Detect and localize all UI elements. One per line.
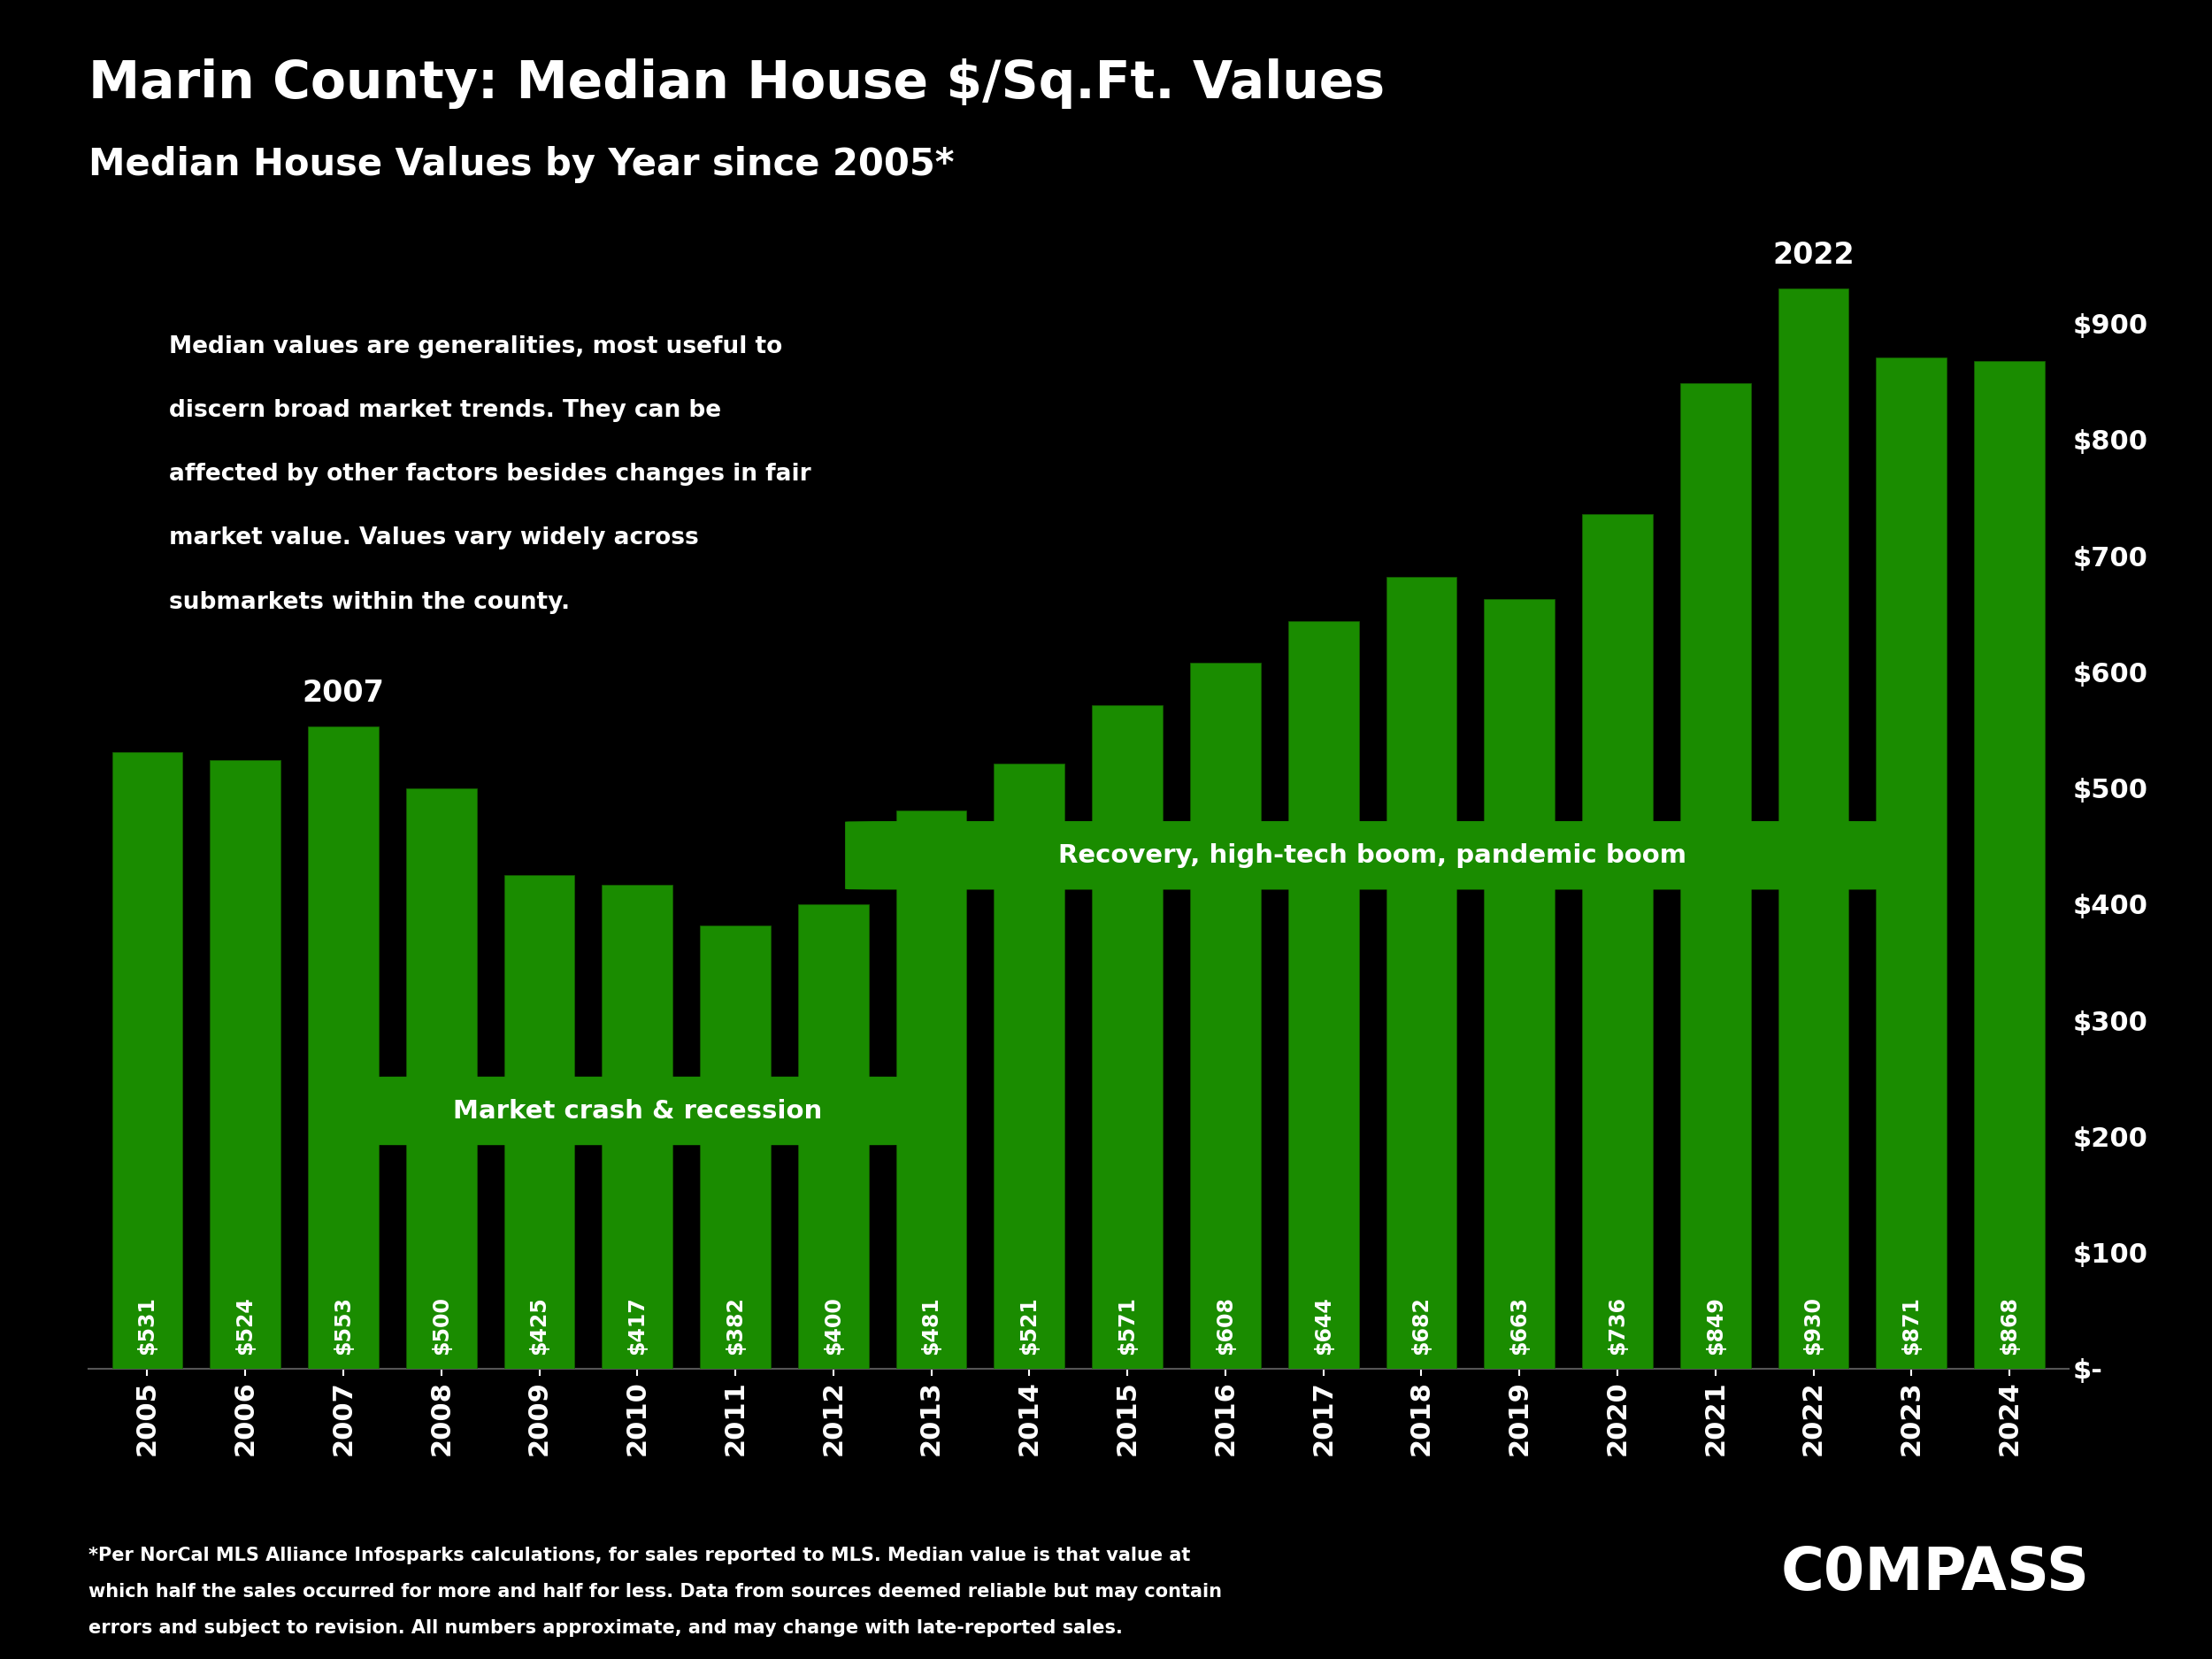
Text: Median values are generalities, most useful to: Median values are generalities, most use… bbox=[168, 335, 783, 358]
Bar bbox=[1093, 705, 1164, 1369]
FancyBboxPatch shape bbox=[356, 1077, 920, 1145]
Text: 2022: 2022 bbox=[1772, 241, 1854, 270]
Text: $481: $481 bbox=[920, 1297, 942, 1355]
Bar bbox=[993, 763, 1064, 1369]
Text: errors and subject to revision. All numbers approximate, and may change with lat: errors and subject to revision. All numb… bbox=[88, 1619, 1124, 1637]
Text: $849: $849 bbox=[1705, 1296, 1725, 1355]
Bar bbox=[1190, 662, 1261, 1369]
Text: $571: $571 bbox=[1117, 1296, 1137, 1355]
Text: $500: $500 bbox=[431, 1296, 451, 1355]
Bar bbox=[1484, 599, 1555, 1369]
Text: $425: $425 bbox=[529, 1297, 551, 1355]
Text: $521: $521 bbox=[1020, 1297, 1040, 1355]
Text: $644: $644 bbox=[1312, 1297, 1334, 1355]
Text: $871: $871 bbox=[1900, 1296, 1922, 1355]
FancyBboxPatch shape bbox=[845, 821, 1900, 889]
Text: $531: $531 bbox=[137, 1296, 157, 1355]
Text: 2007: 2007 bbox=[303, 679, 385, 708]
Text: affected by other factors besides changes in fair: affected by other factors besides change… bbox=[168, 463, 812, 486]
Text: $417: $417 bbox=[626, 1297, 648, 1355]
Bar bbox=[1387, 577, 1458, 1369]
Text: Marin County: Median House $/Sq.Ft. Values: Marin County: Median House $/Sq.Ft. Valu… bbox=[88, 58, 1385, 108]
Text: $663: $663 bbox=[1509, 1296, 1531, 1355]
Text: discern broad market trends. They can be: discern broad market trends. They can be bbox=[168, 398, 721, 421]
Bar bbox=[1778, 289, 1849, 1369]
Bar bbox=[1582, 514, 1652, 1369]
Bar bbox=[799, 904, 869, 1369]
Bar bbox=[1681, 383, 1750, 1369]
Text: $682: $682 bbox=[1411, 1296, 1431, 1355]
Text: Median House Values by Year since 2005*: Median House Values by Year since 2005* bbox=[88, 146, 953, 182]
Bar bbox=[307, 727, 378, 1369]
Bar bbox=[602, 884, 672, 1369]
Bar bbox=[1287, 620, 1358, 1369]
Text: $524: $524 bbox=[234, 1297, 257, 1355]
Text: submarkets within the county.: submarkets within the county. bbox=[168, 591, 571, 614]
Bar bbox=[504, 876, 575, 1369]
Text: $608: $608 bbox=[1214, 1296, 1237, 1355]
Text: $930: $930 bbox=[1803, 1296, 1825, 1355]
Text: $382: $382 bbox=[726, 1296, 745, 1355]
Bar bbox=[113, 752, 184, 1369]
Bar bbox=[1876, 357, 1947, 1369]
Text: Recovery, high-tech boom, pandemic boom: Recovery, high-tech boom, pandemic boom bbox=[1057, 843, 1686, 868]
Bar bbox=[407, 788, 476, 1369]
Text: *Per NorCal MLS Alliance Infosparks calculations, for sales reported to MLS. Med: *Per NorCal MLS Alliance Infosparks calc… bbox=[88, 1546, 1190, 1564]
Text: Market crash & recession: Market crash & recession bbox=[453, 1098, 823, 1123]
Text: C0MPASS: C0MPASS bbox=[1781, 1543, 2090, 1603]
Bar bbox=[1973, 360, 2044, 1369]
Text: market value. Values vary widely across: market value. Values vary widely across bbox=[168, 528, 699, 549]
Text: $400: $400 bbox=[823, 1296, 845, 1355]
Text: $553: $553 bbox=[332, 1296, 354, 1355]
Bar bbox=[896, 810, 967, 1369]
Bar bbox=[210, 760, 281, 1369]
Text: $868: $868 bbox=[2000, 1296, 2020, 1355]
Text: $736: $736 bbox=[1606, 1296, 1628, 1355]
Bar bbox=[699, 926, 770, 1369]
Text: which half the sales occurred for more and half for less. Data from sources deem: which half the sales occurred for more a… bbox=[88, 1583, 1221, 1601]
